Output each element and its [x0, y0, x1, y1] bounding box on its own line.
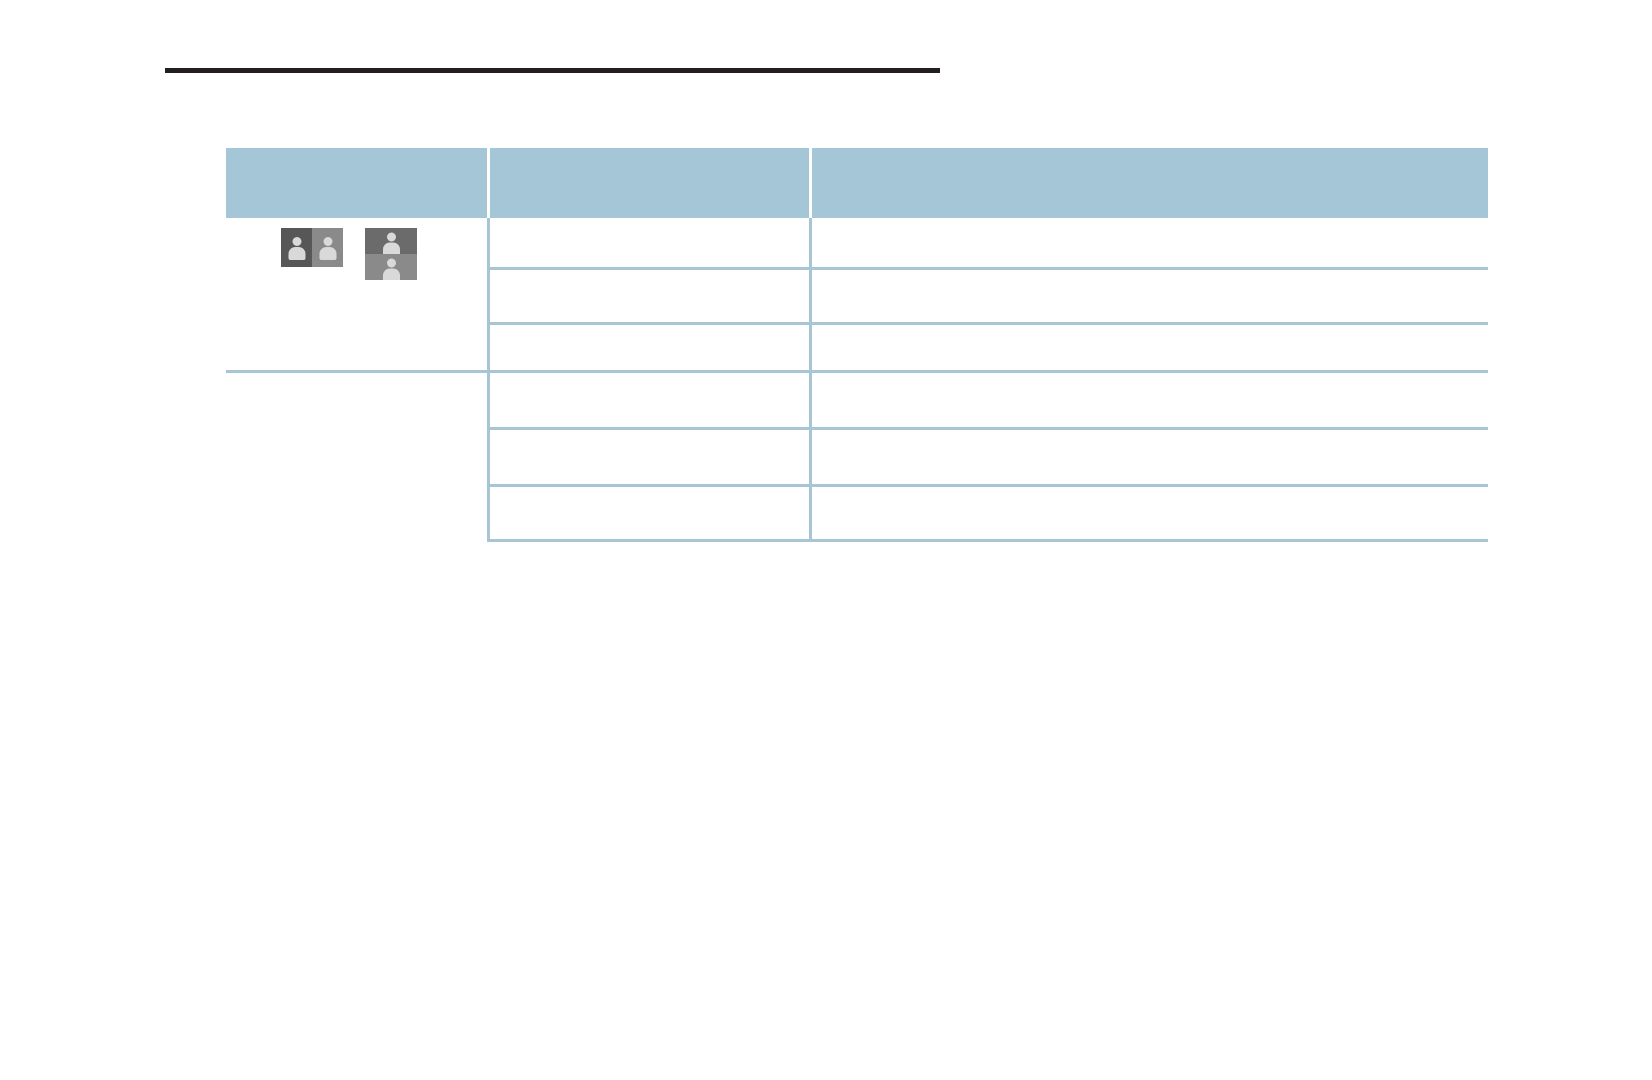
cell-r6c2	[488, 484, 812, 542]
table-header	[226, 148, 1488, 218]
person-tile	[281, 228, 312, 267]
group-cell-2	[226, 370, 490, 541]
group-cell-1	[226, 218, 490, 372]
content-table	[226, 148, 1488, 542]
two-people-stacked-icon	[365, 228, 417, 280]
table-row	[226, 427, 1488, 486]
table-body	[226, 218, 1488, 542]
person-tile	[365, 228, 417, 254]
group-1-icons	[281, 228, 417, 280]
group-2-content	[226, 373, 487, 383]
person-icon	[382, 232, 401, 254]
cell-r1c3	[810, 218, 1488, 269]
person-tile	[365, 254, 417, 280]
cell-r2c2	[488, 267, 812, 324]
cell-r4c2	[488, 370, 812, 429]
cell-r5c3	[810, 427, 1488, 486]
table-header-row	[226, 148, 1488, 218]
cell-r6c3	[810, 484, 1488, 542]
person-icon	[382, 258, 401, 280]
cell-r2c3	[810, 267, 1488, 324]
group-1-content	[226, 218, 487, 286]
person-tile	[312, 228, 343, 267]
cell-r5c2	[488, 427, 812, 486]
table-row	[226, 322, 1488, 372]
cell-r4c3	[810, 370, 1488, 429]
table-row	[226, 218, 1488, 372]
cell-r1c2	[488, 218, 812, 269]
cell-r3c3	[810, 322, 1488, 372]
column-header-1	[226, 148, 490, 218]
column-header-3	[810, 148, 1488, 218]
cell-r3c2	[488, 322, 812, 372]
table-row	[226, 267, 1488, 324]
column-header-2	[488, 148, 812, 218]
heading-rule	[165, 68, 940, 73]
person-icon	[318, 237, 338, 261]
table-row	[226, 484, 1488, 542]
two-people-side-by-side-icon	[281, 228, 343, 267]
person-icon	[287, 237, 307, 261]
table-row	[226, 370, 1488, 541]
